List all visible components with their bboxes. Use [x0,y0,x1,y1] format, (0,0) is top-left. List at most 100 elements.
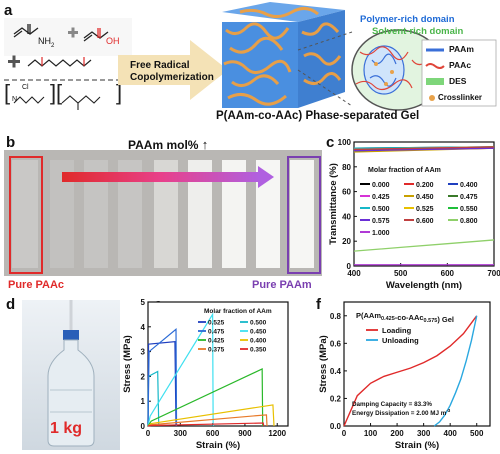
x-tick-label: 300 [417,429,431,438]
legend-paam: PAAm [449,44,474,54]
legend-label-0.475: 0.475 [208,329,225,336]
panel-a-letter: a [4,2,13,19]
title-subscript: 0.425 [381,316,395,322]
y-tick-label: 0.6 [330,339,342,348]
weight-label: 1 kg [50,420,83,437]
paam-mol-text: PAAm mol% [128,138,199,152]
x-tick-label: 100 [364,429,378,438]
x-axis-label: Strain (%) [395,440,439,451]
legend-label-0.550: 0.550 [460,206,478,213]
legend-label-0.575: 0.575 [372,218,390,225]
x-tick-label: 500 [470,429,484,438]
damping-capacity-label: Damping Capacity = 83.3% [352,401,432,408]
x-tick-label: 200 [390,429,404,438]
x-tick-label: 1200 [268,429,286,438]
y-tick-label: 40 [342,212,351,221]
panel-d-letter: d [6,296,16,313]
x-axis-label: Wavelength (nm) [386,280,462,291]
series-line-0.425 [147,368,264,427]
legend-label-1.000: 1.000 [372,230,390,237]
energy-dissipation-label: Energy Dissipation = 2.00 MJ m-3 [352,408,451,417]
loading-unloading-chart: 0 100 200 300 400 500 0.0 0.2 0.4 0.6 0.8 Strain (%… [318,301,491,451]
photo-strip-1 [12,160,38,268]
svg-text:]: ] [50,80,56,105]
nh2-text: NH [38,36,51,46]
y-tick-label: 60 [342,188,351,197]
legend-label-0.525: 0.525 [416,206,434,213]
x-tick-label: 400 [347,269,361,278]
series-line-0.475 [147,328,178,427]
legend-label-0.200: 0.200 [416,182,434,189]
legend-title: Molar fraction of AAm [368,167,441,174]
x-tick-label: 600 [206,429,220,438]
plot-frame [147,301,289,427]
gel-title: P(AAm-co-AAc) Phase-separated Gel [216,110,420,122]
y-tick-label: 2 [141,372,146,381]
legend-crosslinker: Crosslinker [438,93,483,102]
legend-label-0.450: 0.450 [416,194,434,201]
title-part: P(AAm [356,311,381,320]
series-line-0.575 [353,147,495,152]
right-highlight-box [287,156,321,274]
y-tick-label: 0.8 [330,312,342,321]
y-axis-label: Stress (MPa) [318,335,329,393]
polymer-rich-label: Polymer-rich domain [360,14,455,25]
bottle-drawing [47,300,95,447]
legend-label-0.000: 0.000 [372,182,390,189]
legend-label-0.400: 0.400 [250,338,267,345]
y-axis-label: Transmittance (%) [328,163,339,245]
stress-strain-chart: 0 300 600 900 1200 0 1 2 3 4 5 Strain (%) Stress (MP… [122,298,289,451]
title-subscript: 0.575 [424,318,438,324]
legend-label-0.350: 0.350 [250,347,267,354]
scheme-label: Free Radical Copolymerization [130,60,214,83]
legend-label-0.800: 0.800 [460,218,478,225]
legend-label-0.375: 0.375 [208,347,225,354]
legend-label-0.500: 0.500 [372,206,390,213]
title-part: ) Gel [437,315,454,324]
gel-photo [4,150,322,276]
legend-des: DES [449,76,467,86]
title-part: -co-AAc [395,313,424,322]
x-tick-label: 900 [238,429,252,438]
series-line-Unloading [433,315,478,427]
svg-text:[: [ [4,80,10,105]
pure-paam-label: Pure PAAm [252,279,312,291]
y-tick-label: 100 [338,138,352,147]
y-tick-label: 0 [347,262,352,271]
x-tick-label: 600 [441,269,455,278]
x-tick-label: 400 [444,429,458,438]
nh2-label: NH2 [38,36,54,49]
svg-text:]: ] [116,80,122,105]
panel-f-title: P(AAm0.425-co-AAc0.575) Gel [356,311,454,324]
y-tick-label: 4 [141,323,146,332]
bottle-photo [22,300,120,450]
legend-label-0.425: 0.425 [208,338,225,345]
series-line-0.350 [147,422,265,427]
series-line-0.450 [147,312,214,427]
legend-label-0.500: 0.500 [250,320,267,327]
legend-label-0.525: 0.525 [208,320,225,327]
svg-text:[: [ [56,80,62,105]
legend-label-0.425: 0.425 [372,194,390,201]
series-line-0.600 [353,146,495,151]
y-tick-label: 20 [342,237,351,246]
oh-label: OH [106,36,120,46]
y-tick-label: 3 [141,348,146,357]
n-plus-label: N [12,96,18,103]
nh2-subscript: 2 [51,42,55,49]
x-tick-label: 500 [394,269,408,278]
series-line-Loading [343,315,478,427]
y-tick-label: 0.4 [330,367,342,376]
legend-label-0.450: 0.450 [250,329,267,336]
composition-arrow [62,172,260,182]
legend-title: Molar fraction of AAm [204,308,272,315]
up-arrow-icon: ↑ [201,137,209,152]
y-tick-label: 0.0 [330,422,342,431]
left-highlight-box [9,156,43,274]
paam-mol-label: PAAm mol% ↑ [128,137,208,152]
transmittance-chart: 400 500 600 700 0 20 40 60 80 100 Wavelength (nm) T… [328,138,500,291]
y-axis-label: Stress (MPa) [122,335,133,393]
x-axis-label: Strain (%) [196,440,240,451]
x-tick-label: 0 [342,429,347,438]
